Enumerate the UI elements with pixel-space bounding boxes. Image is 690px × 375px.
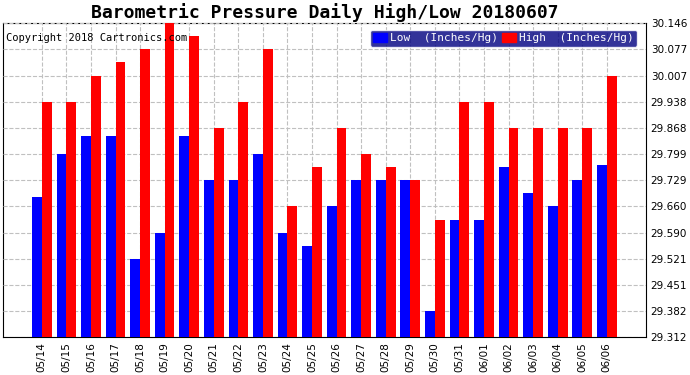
Bar <box>312 167 322 338</box>
Bar <box>228 180 238 338</box>
Legend: Low  (Inches/Hg), High  (Inches/Hg): Low (Inches/Hg), High (Inches/Hg) <box>370 30 637 46</box>
Bar <box>327 206 337 338</box>
Bar <box>400 180 411 338</box>
Bar <box>435 220 444 338</box>
Bar <box>115 63 126 338</box>
Bar <box>91 76 101 338</box>
Bar <box>376 180 386 338</box>
Bar <box>238 102 248 338</box>
Title: Barometric Pressure Daily High/Low 20180607: Barometric Pressure Daily High/Low 20180… <box>90 3 558 22</box>
Bar <box>558 128 567 338</box>
Bar <box>523 193 533 338</box>
Bar <box>499 167 509 338</box>
Bar <box>42 102 52 338</box>
Bar <box>263 49 273 338</box>
Bar <box>66 102 76 338</box>
Bar <box>140 49 150 338</box>
Bar <box>253 154 263 338</box>
Bar <box>509 128 518 338</box>
Bar <box>302 246 312 338</box>
Bar <box>189 36 199 338</box>
Bar <box>450 220 460 338</box>
Bar <box>597 165 607 338</box>
Bar <box>337 128 346 338</box>
Bar <box>288 206 297 338</box>
Bar <box>277 233 288 338</box>
Bar <box>460 102 469 338</box>
Bar <box>179 136 189 338</box>
Bar <box>204 180 214 338</box>
Bar <box>130 259 140 338</box>
Bar <box>573 180 582 338</box>
Bar <box>81 136 91 338</box>
Bar <box>165 23 175 338</box>
Bar <box>214 128 224 338</box>
Bar <box>155 233 165 338</box>
Bar <box>386 167 395 338</box>
Bar <box>106 136 115 338</box>
Bar <box>351 180 361 338</box>
Bar <box>361 154 371 338</box>
Text: Copyright 2018 Cartronics.com: Copyright 2018 Cartronics.com <box>6 33 187 43</box>
Bar <box>425 311 435 338</box>
Bar <box>474 220 484 338</box>
Bar <box>484 102 494 338</box>
Bar <box>32 197 42 338</box>
Bar <box>582 128 592 338</box>
Bar <box>411 180 420 338</box>
Bar <box>533 128 543 338</box>
Bar <box>57 154 66 338</box>
Bar <box>548 206 558 338</box>
Bar <box>607 76 617 338</box>
